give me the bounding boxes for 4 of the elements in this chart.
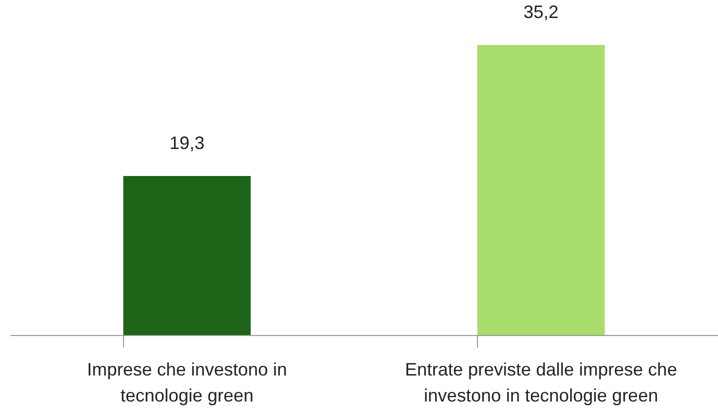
x-tick-label: Imprese che investono in tecnologie green (86, 360, 288, 406)
data-label: 19,3 (169, 132, 205, 153)
x-tick-label: Entrate previste dalle imprese che investono in tecnologie green (404, 360, 678, 406)
data-label: 35,2 (523, 2, 559, 22)
